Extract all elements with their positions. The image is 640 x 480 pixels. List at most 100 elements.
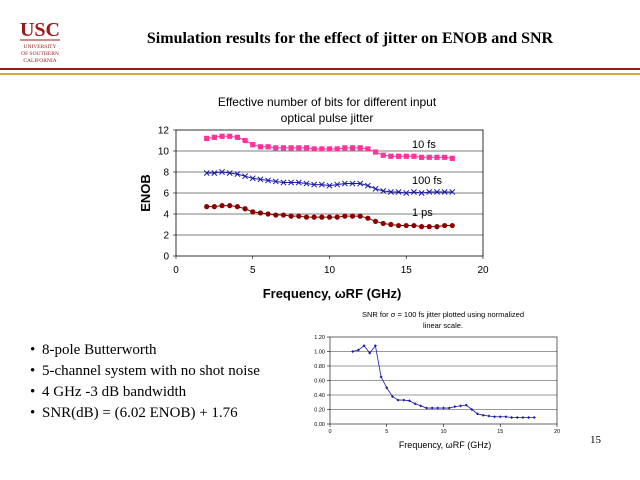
data-point [424,406,428,410]
data-point [372,149,379,155]
data-point [368,351,372,355]
data-point [272,178,279,185]
data-point [211,134,217,140]
data-point [349,180,356,187]
y-tick-label: 0.60 [314,378,325,384]
data-point [318,181,325,188]
data-point [326,214,333,220]
data-point [226,170,233,177]
data-point [380,220,386,227]
data-point [296,145,302,151]
data-point [419,404,423,408]
y-tick-label: 6 [163,189,169,200]
data-point [434,154,440,160]
data-point [204,135,210,141]
data-point [250,142,256,148]
data-point [257,176,264,183]
x-tick-label: 10 [324,265,336,276]
y-tick-label: 0.20 [314,407,325,413]
logo-sub-text-2: OF SOUTHERN [21,51,59,57]
x-tick-label: 15 [401,265,413,276]
header-rule-red [0,68,640,70]
data-point [442,406,445,410]
data-point [273,212,279,218]
data-point [311,181,318,188]
data-point [453,405,457,409]
data-point [433,188,440,195]
data-point [203,170,210,177]
data-point [388,153,394,159]
data-point [311,146,317,152]
data-point [395,153,402,159]
data-point [295,179,302,186]
logo-sub-text-3: CALIFORNIA [23,58,56,64]
data-point [280,179,287,186]
x-tick-label: 10 [440,429,446,435]
data-point [257,210,264,216]
data-point [411,222,417,229]
y-tick-label: 1.20 [314,335,325,341]
x-tick-label: 5 [385,429,388,435]
y-tick-label: 4 [163,210,169,221]
data-point [334,214,340,220]
snr-x-axis-label: Frequency, ωRF (GHz) [399,440,491,450]
data-point [372,185,379,192]
data-point [357,213,363,219]
data-point [280,212,287,218]
logo-main-text: USC [20,19,60,41]
data-point [436,406,440,410]
data-point [419,224,425,230]
data-point [493,415,497,419]
data-point [219,203,225,209]
y-tick-label: 8 [163,168,169,179]
data-point [356,348,360,352]
data-point [441,188,448,195]
data-point [319,214,325,220]
data-point [227,203,233,209]
data-point [249,175,256,182]
data-point [449,222,455,229]
data-point [442,154,448,160]
data-point [430,406,434,410]
data-point [527,415,531,419]
data-point [403,153,409,159]
y-tick-label: 0.80 [314,364,325,370]
data-point [410,188,417,195]
data-point [379,375,383,379]
data-point [510,415,514,419]
data-point [449,155,455,161]
data-point [470,408,474,411]
data-point [351,350,355,353]
data-point [326,146,333,152]
legend-label-100fs: 100 fs [412,175,442,187]
data-point [504,415,508,419]
data-point [288,179,295,186]
data-point [273,145,279,151]
x-tick-label: 20 [554,429,560,435]
data-point [515,415,519,419]
x-tick-label: 15 [497,429,503,435]
y-tick-label: 2 [163,231,169,242]
bullet-item: 4 GHz -3 dB bandwidth [30,382,260,403]
data-point [403,190,410,196]
data-point [349,213,356,219]
data-point [288,145,294,151]
data-point [418,190,425,196]
data-point [219,169,226,175]
data-point [380,152,386,158]
data-point [413,402,417,406]
data-point [426,224,432,230]
data-point [426,154,432,160]
data-point [385,386,389,390]
data-point [411,153,417,159]
data-point [396,398,400,402]
data-point [426,188,433,195]
legend-label-1ps: 1 ps [412,207,433,219]
x-tick-label: 5 [250,265,256,276]
bullet-item: SNR(dB) = (6.02 ENOB) + 1.76 [30,403,260,424]
data-point [311,214,317,220]
y-tick-label: 1.00 [314,349,325,355]
data-point [234,204,240,210]
data-point [242,137,248,144]
